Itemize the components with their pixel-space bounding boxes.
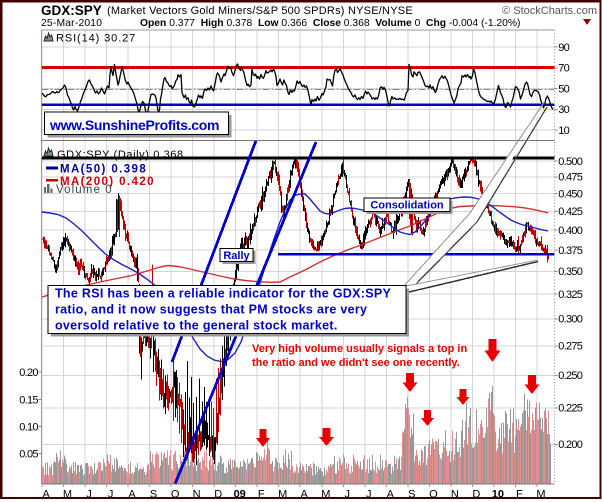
svg-text:A: A <box>387 489 395 501</box>
svg-text:09: 09 <box>234 489 246 501</box>
svg-text:D: D <box>472 489 480 501</box>
svg-text:M: M <box>321 489 330 501</box>
svg-text:S: S <box>408 489 415 501</box>
svg-text:25-Mar-2010: 25-Mar-2010 <box>41 18 102 29</box>
svg-text:(Market Vectors Gold Miners/S&: (Market Vectors Gold Miners/S&P 500 SPDR… <box>107 5 413 17</box>
svg-text:the ratio and we didn't see on: the ratio and we didn't see one recently… <box>252 357 460 369</box>
svg-text:GDX:SPY: GDX:SPY <box>41 3 102 18</box>
svg-text:A: A <box>42 489 50 501</box>
svg-text:oversold relative to the gener: oversold relative to the general stock m… <box>55 319 338 333</box>
svg-text:J: J <box>108 489 114 501</box>
svg-text:MA(50) 0.398: MA(50) 0.398 <box>60 164 147 176</box>
svg-text:50: 50 <box>558 83 569 95</box>
svg-text:0.375: 0.375 <box>558 245 583 257</box>
svg-text:Consolidation: Consolidation <box>370 200 444 212</box>
svg-text:0.200: 0.200 <box>558 439 583 451</box>
svg-text:ratio, and it now suggests tha: ratio, and it now suggests that PM stock… <box>55 303 367 317</box>
svg-text:0.15: 0.15 <box>19 394 38 406</box>
svg-text:10: 10 <box>558 125 569 137</box>
svg-text:M: M <box>536 489 545 501</box>
svg-text:0.400: 0.400 <box>558 225 583 237</box>
svg-text:MA(200) 0.420: MA(200) 0.420 <box>60 176 155 188</box>
svg-text:RSI(14) 30.27: RSI(14) 30.27 <box>56 33 136 45</box>
svg-text:F: F <box>258 489 265 501</box>
svg-text:N: N <box>193 489 201 501</box>
svg-text:0.350: 0.350 <box>558 266 583 278</box>
svg-text:www.SunshineProfits.com: www.SunshineProfits.com <box>49 117 219 133</box>
svg-text:© StockCharts.com: © StockCharts.com <box>502 5 597 17</box>
svg-text:A: A <box>128 489 136 501</box>
svg-text:M: M <box>63 489 72 501</box>
svg-text:D: D <box>214 489 222 501</box>
svg-text:0.500: 0.500 <box>558 156 583 168</box>
svg-text:10: 10 <box>492 489 504 501</box>
svg-text:0.225: 0.225 <box>558 403 583 415</box>
svg-text:70: 70 <box>558 63 569 75</box>
svg-text:S: S <box>150 489 157 501</box>
svg-text:0.425: 0.425 <box>558 206 583 218</box>
svg-text:0.450: 0.450 <box>558 188 583 200</box>
svg-text:Open 0.377 High 0.378 Low 0.: Open 0.377 High 0.378 Low 0.366 Close 0.… <box>140 18 523 29</box>
svg-text:F: F <box>516 489 523 501</box>
svg-text:N: N <box>451 489 459 501</box>
svg-text:J: J <box>366 489 372 501</box>
svg-text:O: O <box>429 489 438 501</box>
svg-text:0.275: 0.275 <box>558 341 583 353</box>
svg-text:90: 90 <box>558 42 569 54</box>
svg-text:O: O <box>171 489 180 501</box>
svg-text:0.10: 0.10 <box>19 421 38 433</box>
svg-text:M: M <box>278 489 287 501</box>
svg-text:0.475: 0.475 <box>558 172 583 184</box>
svg-text:Very high volume usually signa: Very high volume usually signals a top i… <box>252 343 467 355</box>
svg-text:Rally: Rally <box>223 250 250 262</box>
svg-text:0.325: 0.325 <box>558 289 583 301</box>
svg-text:A: A <box>301 489 309 501</box>
svg-text:0.250: 0.250 <box>558 370 583 382</box>
svg-text:J: J <box>86 489 92 501</box>
svg-text:J: J <box>345 489 351 501</box>
svg-text:0.300: 0.300 <box>558 314 583 326</box>
svg-text:0.05: 0.05 <box>19 448 38 460</box>
svg-text:30: 30 <box>558 104 569 116</box>
svg-text:Volume 0: Volume 0 <box>56 184 113 196</box>
svg-text:The RSI has been a reliable in: The RSI has been a reliable indicator fo… <box>55 287 391 301</box>
svg-text:0.20: 0.20 <box>19 367 38 379</box>
